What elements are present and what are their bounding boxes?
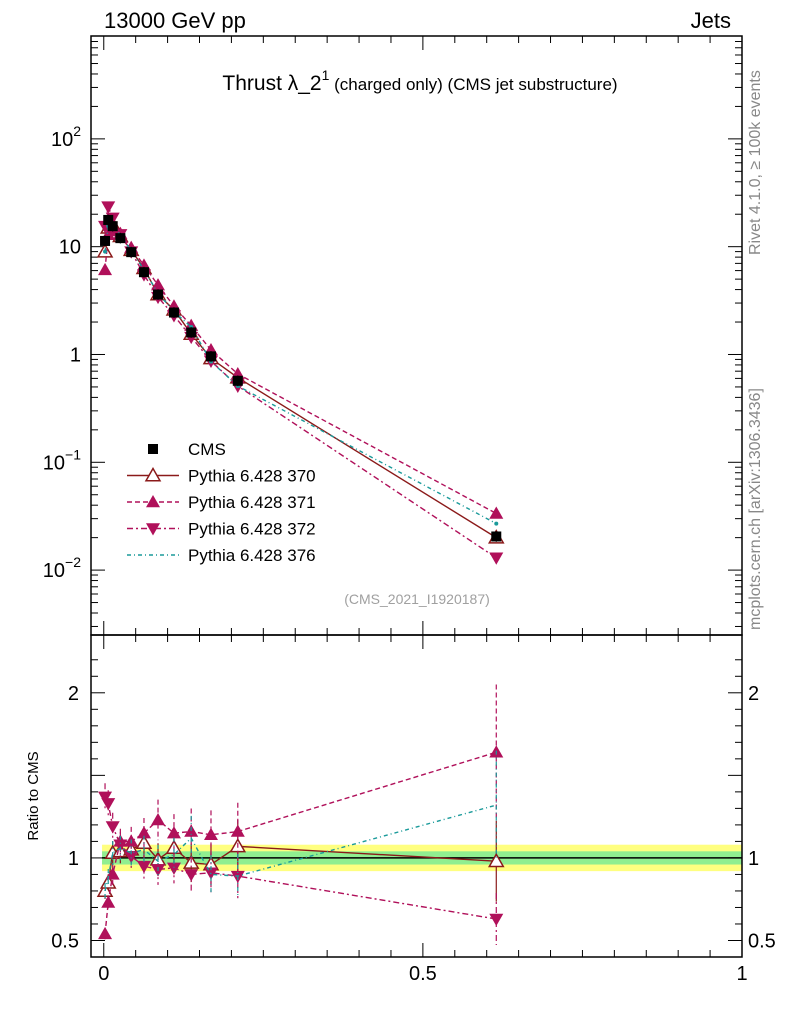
y-tick-label: 10 [59, 237, 81, 259]
ratio-line-4 [104, 804, 497, 892]
ratio-point-2-2 [105, 867, 120, 880]
legend-marker-2 [146, 495, 160, 508]
point-0-10 [232, 375, 243, 386]
mcplots-label: mcplots.cern.ch [arXiv:1306.3436] [747, 388, 764, 630]
ratio-point-3-4 [124, 851, 139, 864]
legend: CMS Pythia 6.428 370 Pythia 6.428 371 Pythi… [127, 440, 316, 565]
ratio-tick-label-right: 1 [748, 848, 759, 870]
point-0-2 [107, 221, 118, 232]
ratio-point-2-0 [98, 926, 113, 940]
legend-marker-3 [146, 523, 160, 536]
x-tick-label: 0 [98, 963, 109, 985]
point-0-8 [186, 327, 197, 338]
point-2-0 [98, 262, 113, 276]
point-0-7 [168, 307, 179, 318]
ratio-tick-label-right: 0.5 [748, 930, 776, 952]
ratio-series-group [96, 684, 505, 946]
ratio-tick-label: 1 [68, 848, 79, 870]
ratio-point-3-8 [184, 869, 199, 882]
point-2-6 [151, 278, 166, 291]
legend-label-2: Pythia 6.428 371 [188, 493, 316, 512]
y-tick-label: 10−1 [43, 446, 81, 474]
y-tick-label: 102 [51, 123, 81, 151]
ratio-point-3-5 [136, 860, 151, 874]
analysis-watermark: (CMS_2021_I1920187) [344, 591, 490, 607]
point-0-4 [126, 247, 137, 258]
ratio-point-3-2 [105, 821, 120, 834]
point-4-11 [494, 521, 499, 526]
ratio-point-2-7 [166, 826, 181, 839]
ratio-point-3-1 [101, 798, 116, 811]
legend-label-1: Pythia 6.428 370 [188, 467, 316, 486]
ratio-point-3-0 [98, 791, 113, 804]
ratio-tick-label-right: 2 [748, 683, 759, 705]
point-3-1 [101, 201, 116, 214]
legend-label-0: CMS [188, 440, 226, 459]
legend-marker-1 [144, 466, 162, 482]
legend-label-4: Pythia 6.428 376 [188, 546, 316, 565]
ratio-point-2-9 [203, 827, 218, 841]
ratio-point-2-10 [230, 824, 245, 837]
point-0-3 [115, 233, 126, 244]
point-0-11 [491, 531, 502, 542]
series-line-1 [104, 223, 497, 539]
ratio-point-3-11 [489, 913, 504, 927]
x-tick-label: 0.5 [409, 963, 437, 985]
point-0-6 [153, 289, 164, 300]
point-3-11 [489, 552, 504, 565]
ratio-point-1-11 [487, 852, 505, 868]
point-0-0 [100, 235, 111, 246]
plot-title: Thrust λ_21 (charged only) (CMS jet subs… [222, 67, 617, 95]
point-4-0 [103, 249, 108, 254]
x-tick-label: 1 [736, 963, 747, 985]
point-0-9 [205, 351, 216, 362]
point-0-1 [103, 214, 114, 225]
y-tick-label: 10−2 [43, 554, 81, 582]
ratio-tick-label: 0.5 [51, 930, 79, 952]
header-category: Jets [691, 8, 731, 33]
y-tick-label: 1 [70, 344, 81, 366]
rivet-version-label: Rivet 4.1.0, ≥ 100k events [747, 70, 764, 255]
ratio-plot-frame [90, 634, 743, 958]
legend-label-3: Pythia 6.428 372 [188, 520, 316, 539]
ratio-point-2-5 [136, 826, 151, 839]
ratio-line-3 [104, 796, 497, 920]
main-series-group [96, 201, 505, 565]
legend-marker-cms [148, 444, 158, 454]
ratio-tick-label: 2 [68, 683, 79, 705]
point-2-11 [489, 506, 504, 519]
ratio-point-3-3 [113, 839, 128, 852]
ratio-point-2-1 [101, 895, 116, 908]
point-0-5 [138, 267, 149, 278]
ratio-axis-label: Ratio to CMS [25, 751, 42, 840]
ratio-point-2-6 [151, 812, 166, 826]
ratio-line-2 [104, 751, 497, 934]
header-energy: 13000 GeV pp [104, 8, 246, 33]
ratio-point-3-7 [166, 862, 181, 875]
